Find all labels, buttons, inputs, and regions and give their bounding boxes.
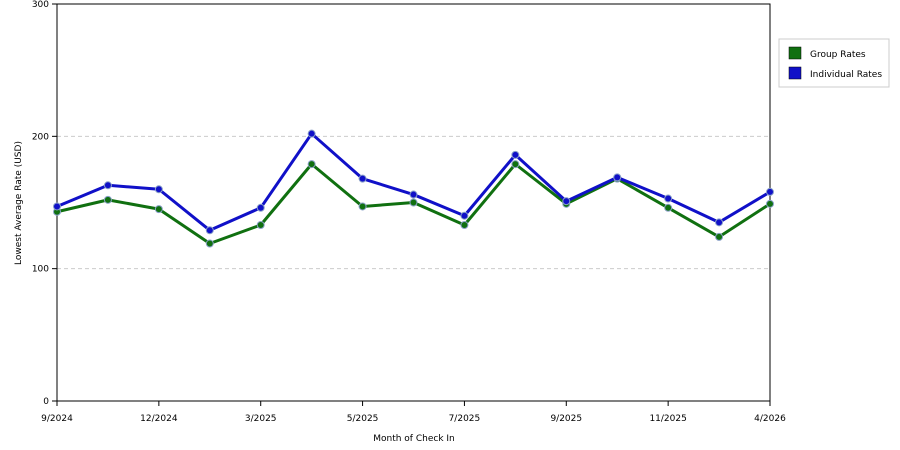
x-tick-label: 12/2024	[140, 414, 178, 424]
data-point	[664, 194, 673, 203]
data-point	[103, 195, 112, 204]
data-point	[715, 218, 724, 227]
data-point	[766, 199, 774, 208]
x-tick-label: 7/2025	[449, 414, 481, 424]
legend: Group Rates Individual Rates	[778, 38, 890, 88]
x-tick-label: 11/2025	[649, 414, 686, 424]
data-point	[409, 198, 418, 207]
legend-label-group-rates: Group Rates	[810, 50, 866, 60]
data-point	[256, 203, 265, 212]
data-point	[205, 239, 214, 248]
data-point	[358, 202, 367, 211]
data-point	[154, 205, 163, 214]
data-point	[715, 232, 724, 241]
legend-label-individual-rates: Individual Rates	[810, 70, 882, 80]
data-point	[307, 160, 316, 169]
legend-swatch-group-rates	[788, 46, 802, 60]
series-line	[56, 132, 771, 232]
y-axis-title: Lowest Average Rate (USD)	[14, 141, 24, 265]
data-point	[511, 160, 520, 169]
y-tick-label: 200	[32, 132, 49, 142]
data-point	[256, 220, 265, 229]
x-tick-label: 9/2024	[41, 414, 73, 424]
legend-swatch-individual-rates	[788, 66, 802, 80]
x-tick-label: 5/2025	[347, 414, 379, 424]
x-axis-title: Month of Check In	[373, 434, 455, 444]
data-point	[613, 173, 622, 182]
series-individual-rates	[53, 129, 774, 235]
data-point	[460, 220, 469, 229]
data-point	[409, 190, 418, 199]
data-point	[664, 203, 673, 212]
data-point	[460, 211, 469, 220]
data-point	[307, 129, 316, 138]
x-tick-label: 9/2025	[550, 414, 582, 424]
data-point	[562, 197, 571, 206]
y-tick-label: 100	[32, 265, 49, 275]
y-tick-label: 300	[32, 0, 49, 10]
x-tick-label: 4/2026	[754, 414, 786, 424]
axes: 0 100 200 300 9/2024 12/2024 3/2025 5/2025 7/202…	[32, 0, 786, 424]
x-tick-label: 3/2025	[245, 414, 277, 424]
data-point	[766, 187, 774, 196]
series-group-rates	[53, 160, 774, 248]
data-point	[154, 185, 163, 194]
series-lines	[53, 129, 774, 248]
data-point	[358, 174, 367, 183]
data-point	[511, 150, 520, 159]
data-point	[53, 202, 61, 211]
y-tick-label: 0	[43, 397, 49, 407]
data-point	[205, 226, 214, 235]
data-point	[103, 181, 112, 190]
